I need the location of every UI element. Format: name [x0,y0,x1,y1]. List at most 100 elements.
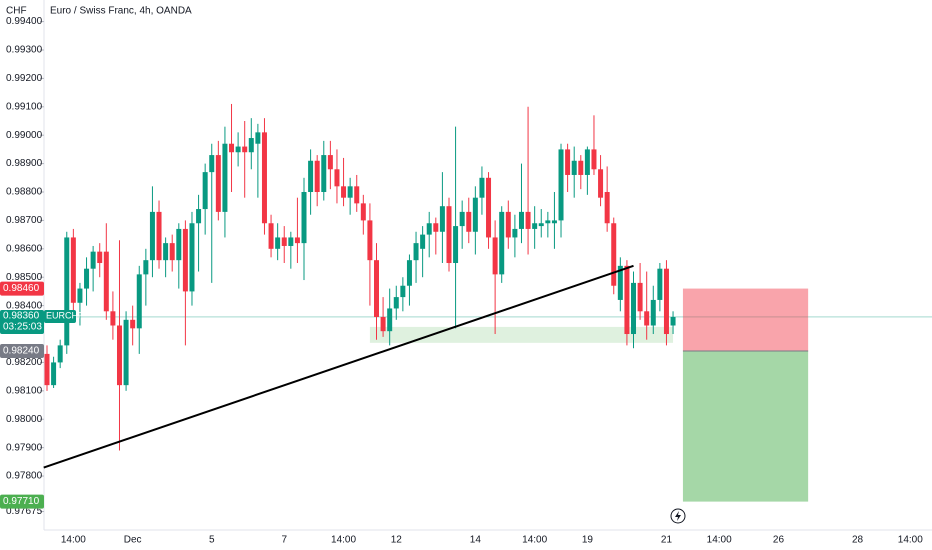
candle-body [169,243,175,261]
candle-body [176,228,182,261]
y-tick-label: 0.98200 [6,357,43,368]
candle-body [650,299,656,326]
candle-body [624,265,630,335]
candle-body [472,197,478,232]
y-tick-label: 0.98500 [6,272,43,283]
candle-body [215,155,221,212]
chart-title: Euro / Swiss Franc, 4h, OANDA [50,6,192,17]
x-tick-label: 21 [661,535,673,546]
candle-body [611,223,617,286]
target-price-badge-label: 0.97710 [3,496,40,507]
candle-body [538,223,544,227]
candle-body [637,282,643,312]
y-tick-label: 0.99200 [6,73,43,84]
candle-body [275,237,281,249]
entry-price-badge-bg [0,344,44,359]
x-tick-label: 14:00 [61,535,86,546]
candle-body [360,203,366,221]
candle-body [149,211,155,261]
y-tick-label: 0.98100 [6,385,43,396]
y-tick-label: 0.98400 [6,300,43,311]
candle-body [64,237,70,346]
candle-body [44,353,50,386]
candle-body [196,209,202,224]
candle-body [512,228,518,238]
candle-body [387,308,393,332]
entry-price-badge-label: 0.98240 [3,346,40,357]
candle-body [288,237,294,246]
candle-body [525,211,531,229]
candle-body [334,169,340,187]
candle-body [70,237,76,303]
x-tick-label: 19 [582,535,594,546]
candle-body [446,206,452,264]
candle-body [308,160,314,193]
candle-body [670,316,676,326]
candle-body [439,206,445,232]
y-tick-label: 0.97800 [6,471,43,482]
candle-body [604,192,610,224]
candle-body [617,265,623,300]
current-price-label: 0.98360 [3,311,40,322]
x-tick-label: 14:00 [898,535,923,546]
candle-body [400,285,406,298]
candle-body [347,186,353,198]
stop-price-badge-label: 0.98460 [3,283,40,294]
y-tick-label: 0.99100 [6,101,43,112]
x-tick-label: Dec [124,535,142,546]
candle-body [116,325,122,386]
candle-body [281,237,287,246]
candle-body [136,274,142,329]
candle-body [110,311,116,326]
candle-body [163,243,169,261]
countdown-label: 03:25:03 [3,322,42,333]
symbol-bg [44,309,76,323]
candle-body [248,138,254,153]
current-price-bg [0,309,44,334]
candle-body [229,143,235,153]
y-tick-label: 0.98800 [6,187,43,198]
candle-body [242,146,248,153]
candle-body [202,172,208,210]
candle-body [466,211,472,232]
candle-body [294,237,300,244]
candle-body [327,155,333,170]
symbol-label: EURCHF [46,310,84,320]
candle-body [97,251,103,264]
candle-body [123,319,129,386]
candle-body [209,155,215,173]
trendline [43,264,634,469]
x-tick-label: 7 [281,535,287,546]
candle-body [644,311,650,326]
candle-body [532,223,538,229]
candle-body [486,177,492,238]
x-tick-label: 12 [391,535,403,546]
x-tick-label: 5 [209,535,215,546]
y-tick-label: 0.99300 [6,45,43,56]
candle-body [314,160,320,193]
target-zone [682,351,809,502]
candle-body [545,220,551,224]
candle-body [631,282,637,335]
candle-body [433,223,439,232]
candle-body [505,211,511,238]
target-price-badge: 0.97710 [0,494,44,509]
x-tick-label: 14:00 [331,535,356,546]
candle-body [341,186,347,198]
candle-body [393,297,399,309]
candle-body [492,237,498,275]
candle-body [558,149,564,221]
stop-price-badge: 0.98460 [0,281,44,296]
candle-body [57,345,63,363]
x-tick-label: 14 [470,535,482,546]
candle-body [499,211,505,275]
candle-body [156,211,162,261]
x-tick-label: 14:00 [522,535,547,546]
candle-body [90,251,96,269]
y-tick-label: 0.97675 [6,506,43,517]
y-tick-label: 0.98600 [6,243,43,254]
candle-body [591,149,597,170]
candle-body [143,260,149,275]
candle-body [354,186,360,204]
